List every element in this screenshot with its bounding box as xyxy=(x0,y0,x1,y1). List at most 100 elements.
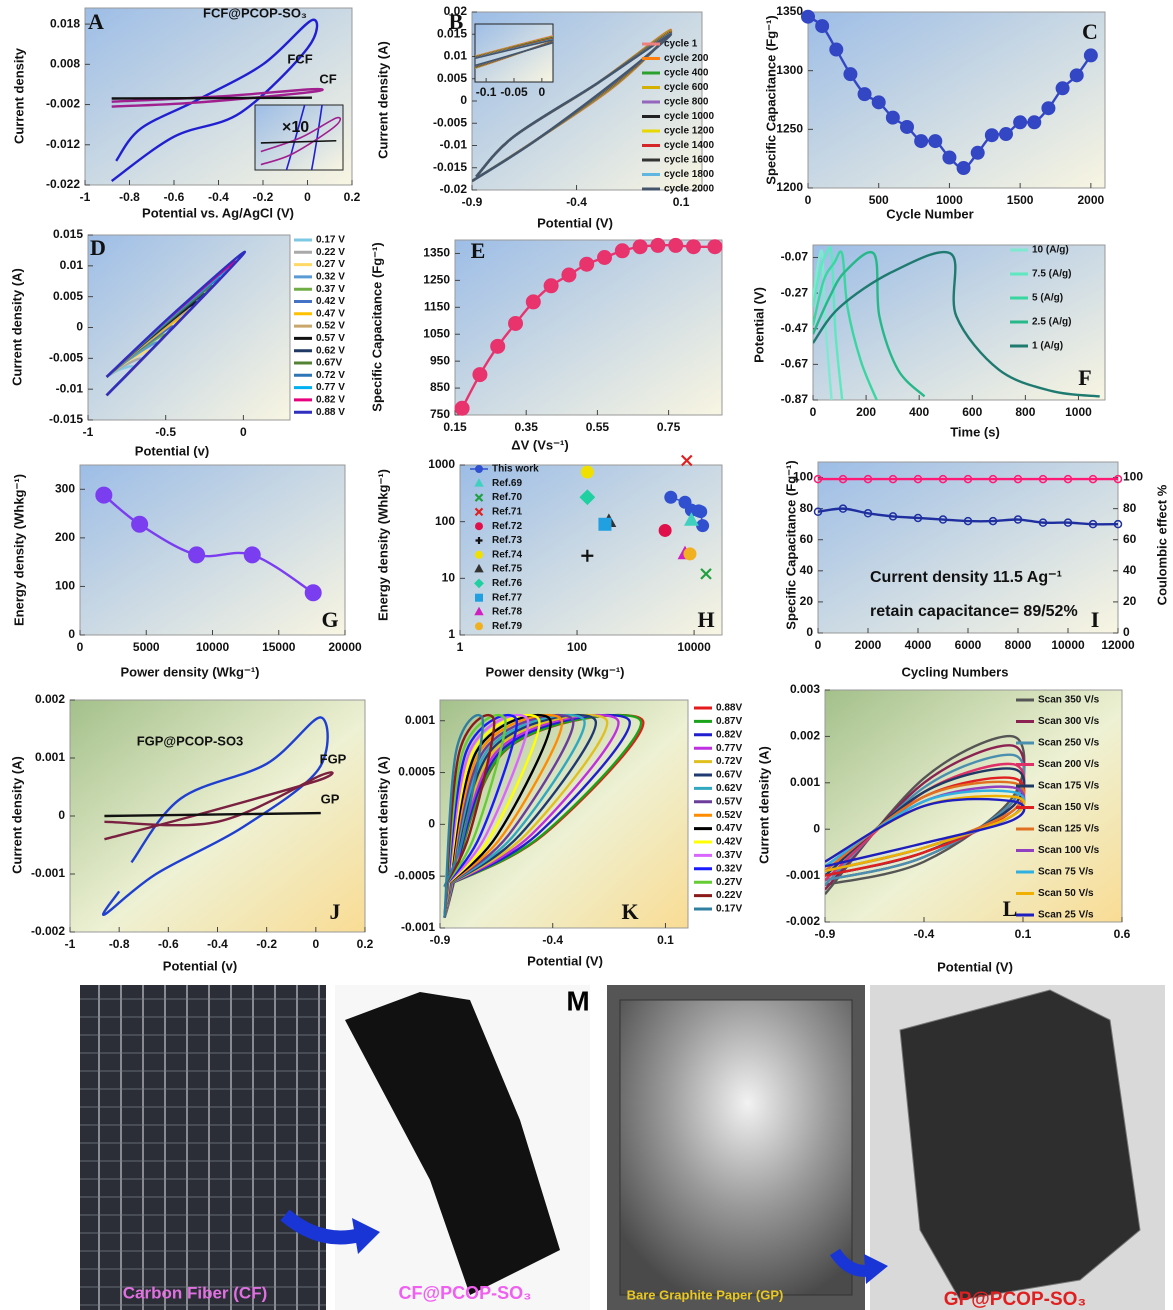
legend-label: Ref.79 xyxy=(492,621,522,632)
series-line xyxy=(472,33,672,183)
graphite-sheet xyxy=(619,999,853,1296)
y2-axis-label: Coulombic effect % xyxy=(1154,484,1169,605)
series-line xyxy=(443,713,518,918)
x-tick-label: -0.8 xyxy=(119,190,140,204)
y-axis-label: Energy density (Whkg⁻¹) xyxy=(11,474,26,626)
series-line xyxy=(813,249,833,400)
series-label: GP xyxy=(321,791,340,806)
marker xyxy=(888,512,898,521)
y-tick-label: 80 xyxy=(800,501,814,515)
panel-letter: F xyxy=(1078,365,1091,390)
marker xyxy=(999,127,1013,142)
x-tick-label: 0.1 xyxy=(1015,927,1032,941)
marker xyxy=(707,239,723,255)
y-tick-label: 0.0005 xyxy=(398,765,435,779)
legend-label: Ref.78 xyxy=(492,607,522,618)
series-line xyxy=(443,713,575,918)
legend-label: Ref.74 xyxy=(492,549,522,560)
marker xyxy=(475,465,483,473)
x-tick-label: 0.35 xyxy=(515,420,539,434)
marker xyxy=(938,474,948,484)
y-axis-label: Current density xyxy=(11,47,26,144)
marker xyxy=(475,522,483,531)
photo-panel: M Carbon Fiber (CF) CF@PCOP-SO₃ Bare Gra… xyxy=(80,985,1165,1310)
legend-label: Scan 250 V/s xyxy=(1038,738,1100,749)
legend-label: 0.67V xyxy=(716,770,742,781)
panel-letter: A xyxy=(88,9,104,34)
legend-label: Scan 75 V/s xyxy=(1038,867,1094,878)
y-tick-label: 0.02 xyxy=(444,4,468,18)
marker xyxy=(683,512,699,526)
y2-tick-label: 20 xyxy=(1123,594,1137,608)
marker xyxy=(871,95,886,110)
series-line xyxy=(443,713,541,918)
y2-tick-label: 80 xyxy=(1123,501,1137,515)
marker xyxy=(694,505,708,519)
x-tick-label: -0.2 xyxy=(253,190,274,204)
y-tick-label: 1350 xyxy=(776,4,803,18)
series-line xyxy=(818,507,1118,526)
marker xyxy=(984,128,999,143)
y-tick-label: 1250 xyxy=(776,122,803,136)
y-tick-label: 1 xyxy=(448,627,455,641)
plot-background xyxy=(87,234,291,421)
y-tick-label: 0.001 xyxy=(790,775,820,789)
y-tick-label: -0.002 xyxy=(31,924,65,938)
marker xyxy=(474,563,484,573)
marker xyxy=(474,507,484,517)
legend-label: 1 (A/g) xyxy=(1032,341,1063,352)
marker xyxy=(614,243,630,259)
y-tick-label: 0.015 xyxy=(53,227,83,241)
marker xyxy=(1055,81,1070,96)
series-label: CF xyxy=(319,71,336,86)
y-tick-label: 0 xyxy=(460,93,467,107)
y-tick-label: 0.018 xyxy=(50,16,80,30)
y-tick-label: 100 xyxy=(793,470,813,484)
x-tick-label: 6000 xyxy=(955,638,982,652)
y-tick-label: 0 xyxy=(428,817,435,831)
marker xyxy=(304,584,322,602)
legend-label: 0.27V xyxy=(716,877,742,888)
legend-label: 0.77 V xyxy=(316,382,345,393)
panel-letter: M xyxy=(566,985,589,1016)
legend-label: 5 (A/g) xyxy=(1032,293,1063,304)
panel-letter: C xyxy=(1082,19,1098,44)
legend-label: Ref.77 xyxy=(492,592,522,603)
series-line xyxy=(443,713,530,918)
legend-label: Scan 175 V/s xyxy=(1038,781,1100,792)
legend-label: 0.17 V xyxy=(316,235,345,246)
marker xyxy=(700,568,712,580)
marker xyxy=(580,465,594,479)
panel-letter: K xyxy=(621,899,638,924)
marker xyxy=(475,622,483,631)
x-tick-label: -0.4 xyxy=(208,190,229,204)
x-tick-label: 1000 xyxy=(1065,405,1092,419)
legend-label: 0.32V xyxy=(716,863,742,874)
y2-tick-label: 0 xyxy=(1123,625,1130,639)
marker xyxy=(490,338,506,354)
series-line xyxy=(813,250,878,400)
legend-label: Scan 200 V/s xyxy=(1038,759,1100,770)
series-label: FGP xyxy=(320,751,347,766)
y-tick-label: -0.0005 xyxy=(394,868,435,882)
legend-label: Ref.76 xyxy=(492,578,522,589)
series-line xyxy=(443,713,586,918)
marker xyxy=(813,507,823,516)
x-tick-label: 0 xyxy=(240,425,247,439)
y-tick-label: 0.005 xyxy=(53,289,83,303)
x-tick-label: 8000 xyxy=(1005,638,1032,652)
marker xyxy=(914,134,929,149)
y-tick-label: -0.022 xyxy=(46,177,80,191)
arrow xyxy=(280,1209,362,1245)
legend-label: Scan 25 V/s xyxy=(1038,910,1094,921)
y-tick-label: 10 xyxy=(442,571,456,585)
marker xyxy=(1063,474,1073,484)
y-tick-label: 0.015 xyxy=(437,26,467,40)
legend-label: 0.27 V xyxy=(316,259,345,270)
y-tick-label: -0.002 xyxy=(46,97,80,111)
y-tick-label: 0 xyxy=(58,808,65,822)
marker xyxy=(963,474,973,484)
x-tick-label: 400 xyxy=(909,405,929,419)
x-axis-label: Cycle Number xyxy=(886,206,973,221)
